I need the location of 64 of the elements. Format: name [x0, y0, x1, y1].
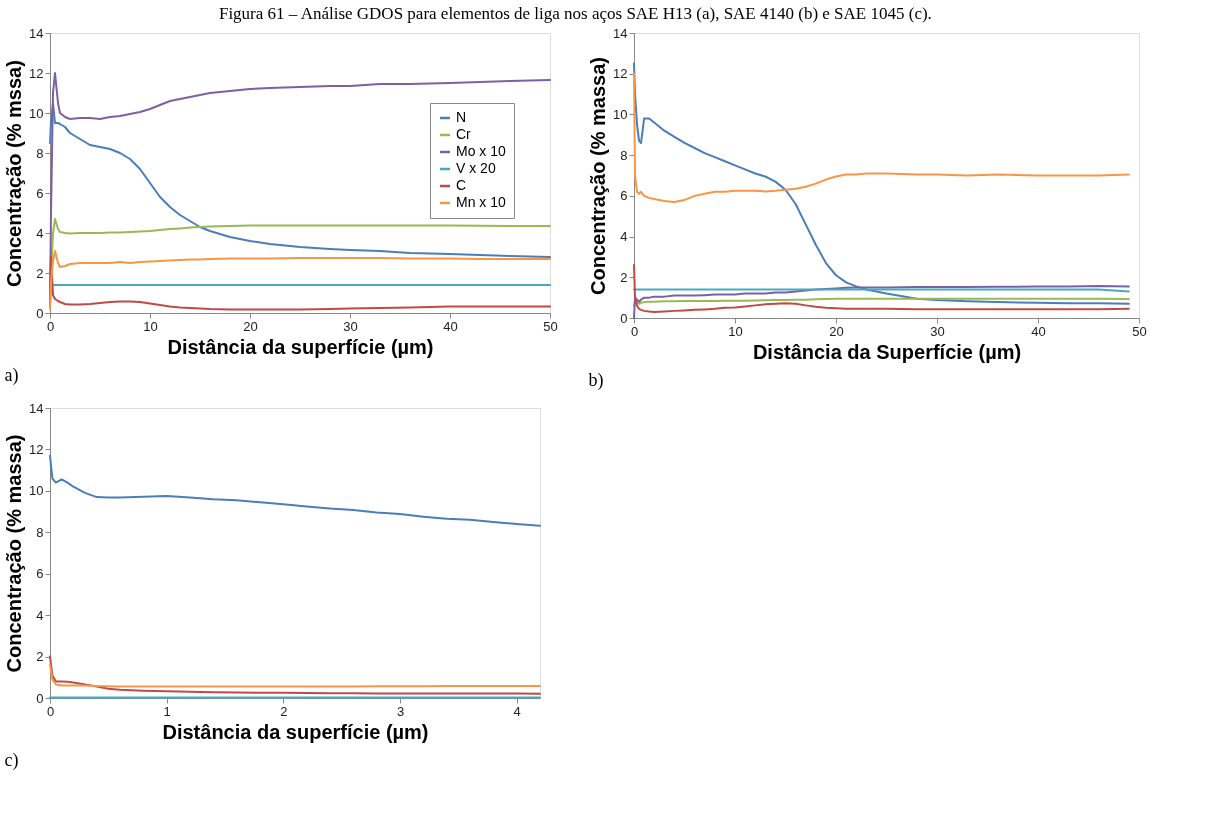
x-tick-label: 40 — [1031, 323, 1046, 339]
y-tick-label: 14 — [613, 25, 628, 41]
line-series — [633, 285, 1130, 319]
legend-label: Mn x 10 — [456, 194, 507, 210]
y-tick-label: 14 — [29, 25, 44, 41]
y-tick-label: 8 — [36, 145, 44, 161]
line-series — [49, 454, 541, 527]
chart-title: Figura 61 – Análise GDOS para elementos de liga nos aços SAE H13 (a), SAE 4140 (b) e SAE 1045 (c). — [218, 3, 932, 23]
x-tick-label: 40 — [443, 318, 458, 334]
x-tick-label: 0 — [630, 323, 639, 339]
x-tick-label: 10 — [728, 323, 743, 339]
x-tick-label: 20 — [829, 323, 844, 339]
y-tick-label: 6 — [620, 188, 628, 204]
y-tick-label: 12 — [29, 65, 44, 81]
y-tick-label: 4 — [36, 607, 44, 623]
x-tick-label: 50 — [543, 318, 558, 334]
y-tick-label: 6 — [36, 185, 44, 201]
y-tick-label: 12 — [29, 441, 44, 457]
y-tick-label: 4 — [36, 225, 44, 241]
y-axis-title: Concentração (% mssa) — [3, 60, 26, 287]
x-tick-label: 20 — [243, 318, 258, 334]
y-tick-label: 2 — [620, 269, 628, 285]
y-tick-label: 8 — [620, 147, 628, 163]
x-tick-label: 2 — [280, 703, 288, 719]
line-series — [633, 264, 1130, 313]
x-tick-label: 30 — [930, 323, 945, 339]
x-tick-label: 3 — [396, 703, 405, 719]
y-tick-label: 2 — [36, 265, 44, 281]
legend-label: V x 20 — [456, 160, 496, 176]
line-series — [633, 297, 1130, 307]
legend-label: N — [456, 109, 467, 125]
legend-label: Cr — [456, 126, 472, 142]
y-tick-label: 10 — [613, 106, 628, 122]
y-tick-label: 0 — [36, 690, 44, 706]
x-tick-label: 1 — [163, 703, 171, 719]
y-tick-label: 14 — [29, 400, 44, 416]
x-axis-title: Distância da superfície (µm) — [162, 720, 429, 743]
y-tick-label: 0 — [36, 305, 44, 321]
x-axis-title: Distância da Superfície (µm) — [752, 340, 1022, 363]
x-tick-label: 4 — [513, 703, 521, 719]
y-tick-label: 2 — [36, 649, 44, 665]
text: b) — [588, 370, 604, 391]
y-axis-title: Concentração (% massa) — [3, 434, 26, 673]
y-tick-label: 8 — [36, 524, 44, 540]
y-axis-title: Concentração (% massa) — [587, 57, 610, 295]
legend-label: Mo x 10 — [456, 143, 507, 159]
y-tick-label: 4 — [620, 229, 628, 245]
x-tick-label: 10 — [143, 318, 158, 334]
x-tick-label: 0 — [46, 318, 55, 334]
line-series — [49, 663, 541, 688]
line-series — [633, 72, 1130, 203]
y-tick-label: 10 — [29, 483, 44, 499]
x-axis-title: Distância da superfície (µm) — [167, 335, 434, 358]
y-tick-label: 6 — [36, 566, 44, 582]
legend-label: C — [456, 177, 467, 193]
line-series — [49, 655, 541, 695]
y-tick-label: 12 — [613, 66, 628, 82]
x-tick-label: 50 — [1132, 323, 1147, 339]
x-tick-label: 0 — [46, 703, 55, 719]
text: c) — [4, 750, 19, 771]
line-series — [633, 62, 1130, 305]
y-tick-label: 10 — [29, 105, 44, 121]
x-tick-label: 30 — [343, 318, 358, 334]
text: a) — [4, 365, 19, 386]
